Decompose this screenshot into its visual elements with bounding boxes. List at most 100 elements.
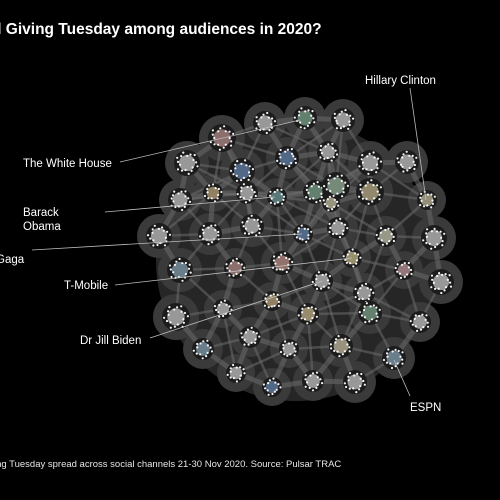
cluster-dot xyxy=(407,266,410,269)
cluster-fill xyxy=(243,330,257,344)
cluster-fill xyxy=(306,374,320,388)
cluster-dot xyxy=(267,393,270,396)
cluster-dot xyxy=(336,122,339,125)
cluster-dot xyxy=(253,191,256,194)
cluster-dot xyxy=(401,263,404,266)
cluster-fill xyxy=(265,380,279,394)
cluster-dot xyxy=(430,206,433,209)
cluster-dot xyxy=(359,183,362,186)
cluster-dot xyxy=(283,252,287,255)
cluster-dot xyxy=(397,349,400,353)
cluster-dot xyxy=(353,374,356,377)
cluster-dot xyxy=(434,245,437,249)
cluster-dot xyxy=(189,271,192,274)
cluster-dot xyxy=(244,227,248,230)
cluster-dot xyxy=(420,199,423,202)
cluster-dot xyxy=(269,294,272,297)
cluster-dot xyxy=(323,157,326,160)
cluster-dot xyxy=(361,161,364,164)
cluster-dot xyxy=(443,232,446,235)
cluster-dot xyxy=(337,204,340,207)
cluster-dot xyxy=(279,350,283,354)
cluster-fill xyxy=(361,183,379,201)
cluster-dot xyxy=(328,195,331,198)
cluster-dot xyxy=(364,184,367,187)
cluster-dot xyxy=(355,262,358,265)
cluster-dot xyxy=(311,389,315,392)
cluster-dot xyxy=(240,189,243,193)
cluster-dot xyxy=(325,188,328,191)
cluster-dot xyxy=(250,185,253,188)
cluster-dot xyxy=(210,197,213,200)
cluster-dot xyxy=(344,337,347,340)
cluster-dot xyxy=(211,129,214,132)
cluster-dot xyxy=(207,197,210,200)
cluster-dot xyxy=(236,193,239,196)
cluster-dot xyxy=(375,306,378,309)
cluster-dot xyxy=(376,190,379,193)
cluster-dot xyxy=(399,355,402,358)
cluster-dot xyxy=(232,259,235,262)
cluster-dot xyxy=(251,188,254,191)
cluster-dot xyxy=(189,153,192,156)
cluster-dot xyxy=(265,131,268,135)
cluster-dot xyxy=(229,370,232,373)
cluster-dot xyxy=(215,308,218,312)
cluster-dot xyxy=(414,314,417,317)
cluster-dot xyxy=(345,385,348,389)
cluster-dot xyxy=(348,372,352,375)
cluster-dot xyxy=(240,162,243,165)
cluster-dot xyxy=(173,190,176,193)
cluster-dot xyxy=(340,174,343,177)
cluster-dot xyxy=(184,261,187,265)
cluster-dot xyxy=(272,377,275,380)
cluster-dot xyxy=(335,232,338,235)
cluster-dot xyxy=(368,320,371,323)
cluster-dot xyxy=(449,285,453,288)
cluster-fill xyxy=(296,227,310,241)
cluster-dot xyxy=(315,315,318,318)
cluster-dot xyxy=(208,184,211,187)
cluster-dot xyxy=(234,163,237,166)
cluster-dot xyxy=(232,173,235,176)
cluster-dot xyxy=(303,318,307,321)
cluster-dot xyxy=(206,187,209,191)
cluster-dot xyxy=(419,204,422,207)
cluster-dot xyxy=(333,349,336,352)
cluster-dot xyxy=(379,227,383,230)
cluster-dot xyxy=(268,379,271,382)
cluster-dot xyxy=(437,287,440,290)
cluster-dot xyxy=(444,273,447,276)
cluster-dot xyxy=(235,179,239,182)
cluster-dot xyxy=(345,261,348,264)
cluster-dot xyxy=(347,379,350,382)
cluster-dot xyxy=(329,189,332,193)
cluster-dot xyxy=(258,227,261,231)
cluster-dot xyxy=(180,310,183,313)
leader-line xyxy=(409,87,427,201)
cluster-dot xyxy=(297,230,300,233)
cluster-fill xyxy=(432,273,450,291)
cluster-dot xyxy=(364,282,368,285)
cluster-dot xyxy=(172,200,175,203)
cluster-dot xyxy=(250,196,253,199)
cluster-dot xyxy=(201,228,204,231)
cluster-dot xyxy=(274,262,277,265)
cluster-dot xyxy=(315,274,318,277)
cluster-dot xyxy=(347,375,350,378)
cluster-dot xyxy=(361,191,364,194)
cluster-dot xyxy=(380,239,383,242)
cluster-dot xyxy=(355,391,358,394)
cluster-dot xyxy=(169,326,172,329)
cluster-dot xyxy=(307,234,310,237)
cluster-dot xyxy=(280,188,283,191)
cluster-dot xyxy=(163,244,167,247)
cluster-dot xyxy=(199,235,202,238)
cluster-dot xyxy=(252,331,255,334)
cluster-fill xyxy=(327,177,345,195)
cluster-dot xyxy=(182,321,185,324)
cluster-dot xyxy=(426,228,429,231)
cluster-dot xyxy=(165,319,169,323)
cluster-dot xyxy=(341,233,344,236)
cluster-dot xyxy=(392,235,395,238)
